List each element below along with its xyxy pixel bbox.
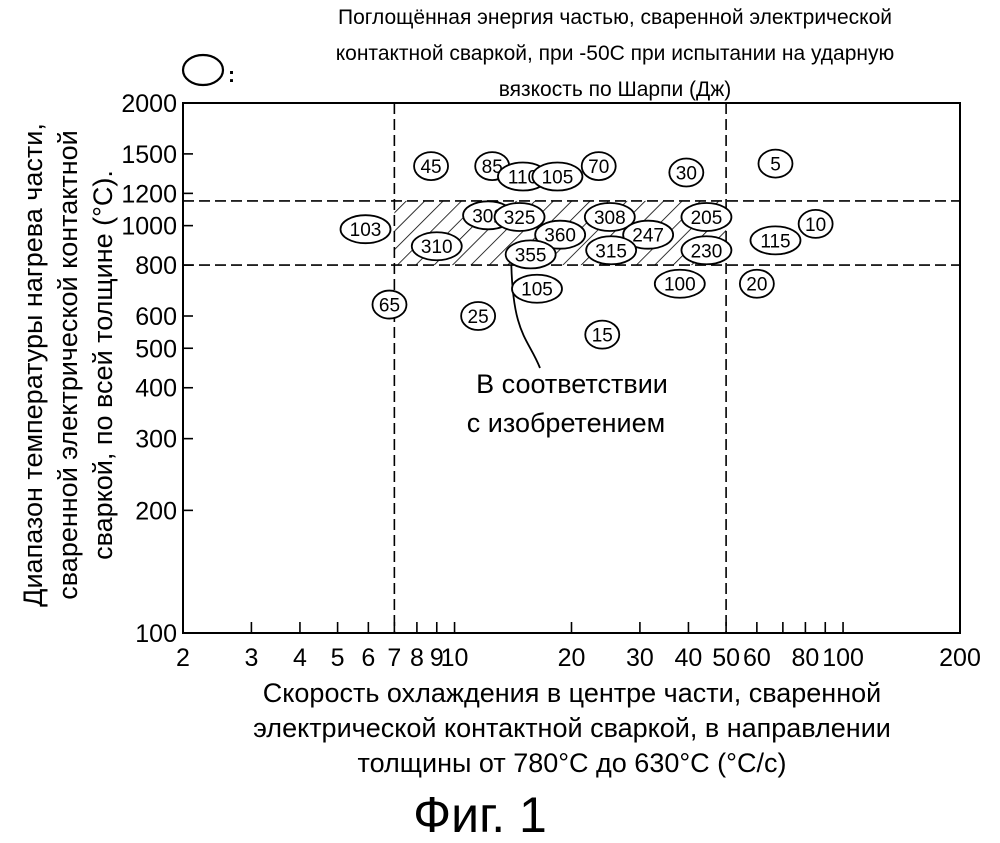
x-tick-label-60: 60 <box>743 644 771 672</box>
data-point-label: 310 <box>421 237 453 258</box>
data-point-label: 100 <box>664 275 696 296</box>
y-tick-label-800: 800 <box>135 252 177 280</box>
y-axis-label-line-3: сваркой, по всей толщине (°C). <box>88 170 118 560</box>
x-tick-label-40: 40 <box>675 644 703 672</box>
data-point-3: 105 <box>532 163 582 191</box>
data-point-7: 103 <box>341 215 391 243</box>
x-tick-label-10: 10 <box>441 644 469 672</box>
data-point-label: 10 <box>805 215 826 236</box>
chart-title-line-3: вязкость по Шарпи (Дж) <box>499 78 732 101</box>
data-point-4: 70 <box>582 152 616 180</box>
x-tick-label-7: 7 <box>387 644 401 672</box>
data-point-label: 247 <box>632 226 664 247</box>
data-point-24: 20 <box>740 270 774 298</box>
data-point-20: 65 <box>372 291 406 319</box>
x-tick-label-8: 8 <box>410 644 424 672</box>
data-points-layer: 4585110105703051033023253082051031036024… <box>341 150 833 349</box>
figure-caption: Фиг. 1 <box>413 787 547 843</box>
data-point-12: 10 <box>799 210 833 238</box>
x-axis-label-line-3: толщины от 780°C до 630°C (°C/c) <box>358 748 787 778</box>
chart-title-line-2: контактной сваркой, при -50С при испытан… <box>336 42 895 65</box>
data-point-label: 308 <box>594 208 626 229</box>
data-point-5: 30 <box>669 159 703 187</box>
data-point-label: 5 <box>770 155 781 176</box>
data-point-18: 230 <box>681 236 731 264</box>
x-tick-label-20: 20 <box>558 644 586 672</box>
data-point-label: 103 <box>350 220 382 241</box>
data-point-label: 70 <box>588 157 609 178</box>
legend-symbol-colon: : <box>228 64 235 87</box>
y-tick-label-1200: 1200 <box>121 180 177 208</box>
data-point-label: 205 <box>691 208 723 229</box>
x-axis-label-line-1: Скорость охлаждения в центре части, свар… <box>263 678 881 708</box>
data-point-label: 105 <box>542 168 574 189</box>
y-tick-label-600: 600 <box>135 303 177 331</box>
x-tick-label-2: 2 <box>176 644 190 672</box>
annotation-line-2: с изобретением <box>467 408 665 438</box>
x-tick-label-50: 50 <box>712 644 740 672</box>
x-tick-label-5: 5 <box>331 644 345 672</box>
data-point-9: 325 <box>495 203 545 231</box>
data-point-label: 360 <box>544 226 576 247</box>
data-point-0: 45 <box>414 152 448 180</box>
y-axis-label-line-2: сваренной электрической контактной <box>53 130 83 599</box>
x-tick-label-100: 100 <box>822 644 864 672</box>
x-axis-label-line-2: электрической контактной сваркой, в напр… <box>253 713 891 743</box>
data-point-label: 115 <box>760 231 790 252</box>
data-point-6: 5 <box>758 150 792 178</box>
data-point-21: 25 <box>461 302 495 330</box>
data-point-label: 355 <box>515 245 547 266</box>
data-point-label: 20 <box>746 275 767 296</box>
x-tick-label-6: 6 <box>361 644 375 672</box>
y-tick-label-200: 200 <box>135 497 177 525</box>
data-point-17: 315 <box>586 236 636 264</box>
data-point-11: 205 <box>681 203 731 231</box>
annotation-line-1: В соответствии <box>476 369 668 399</box>
x-tick-label-4: 4 <box>293 644 307 672</box>
x-tick-label-200: 200 <box>939 644 981 672</box>
data-point-label: 105 <box>521 280 553 301</box>
data-point-16: 355 <box>506 240 556 268</box>
data-point-13: 310 <box>412 232 462 260</box>
data-point-22: 105 <box>512 275 562 303</box>
data-point-19: 115 <box>750 226 800 254</box>
data-point-25: 15 <box>585 321 619 349</box>
y-axis-label-line-1: Диапазон температуры нагрева части, <box>18 123 48 607</box>
y-tick-label-2000: 2000 <box>121 90 177 118</box>
x-tick-label-30: 30 <box>626 644 654 672</box>
y-tick-label-500: 500 <box>135 335 177 363</box>
y-tick-label-100: 100 <box>135 620 177 648</box>
data-point-label: 230 <box>691 241 723 262</box>
legend-ellipse-symbol <box>183 55 223 85</box>
data-point-label: 325 <box>504 208 536 229</box>
y-tick-label-300: 300 <box>135 426 177 454</box>
data-point-label: 315 <box>595 241 627 262</box>
y-tick-label-1500: 1500 <box>121 141 177 169</box>
data-point-label: 45 <box>420 157 441 178</box>
data-point-23: 100 <box>655 270 705 298</box>
data-point-label: 65 <box>379 296 400 317</box>
x-tick-label-80: 80 <box>791 644 819 672</box>
y-tick-label-1000: 1000 <box>121 213 177 241</box>
data-point-label: 15 <box>592 326 613 347</box>
chart-title-line-1: Поглощённая энергия частью, сваренной эл… <box>338 6 892 29</box>
y-tick-label-400: 400 <box>135 375 177 403</box>
data-point-label: 30 <box>676 164 697 185</box>
data-point-label: 25 <box>468 307 489 328</box>
x-tick-label-3: 3 <box>244 644 258 672</box>
